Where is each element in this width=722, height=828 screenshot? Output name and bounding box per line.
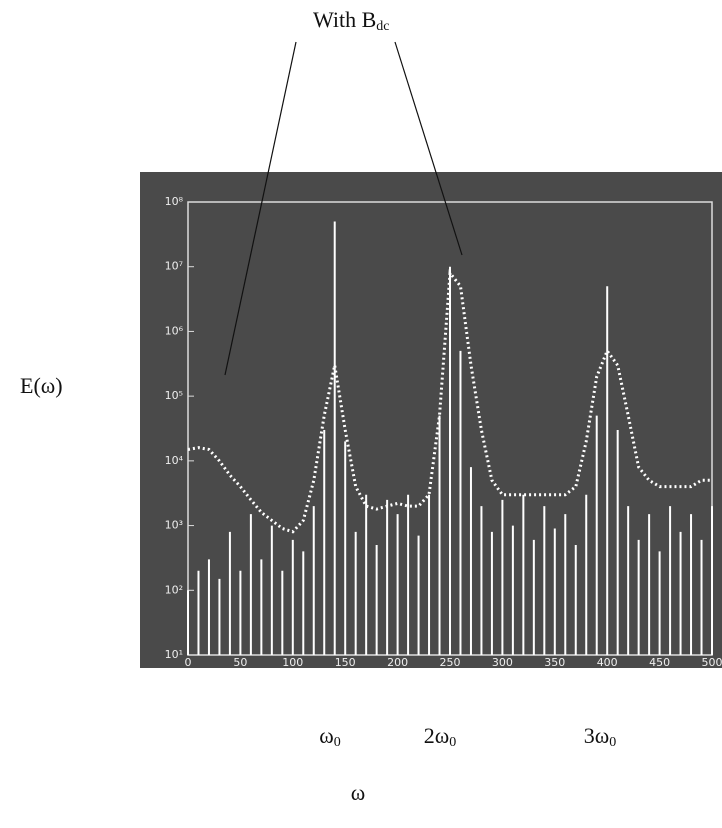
y-tick-label: 10⁸ <box>165 195 184 208</box>
harmonic-label: 2ω0 <box>424 723 456 750</box>
x-tick-label: 300 <box>492 656 513 669</box>
y-tick-label: 10⁴ <box>165 454 184 467</box>
harmonic-text: ω <box>319 723 333 748</box>
harmonic-label: ω0 <box>319 723 340 750</box>
x-tick-label: 50 <box>233 656 247 669</box>
x-axis-label: ω <box>351 780 365 805</box>
y-tick-label: 10⁶ <box>165 324 184 337</box>
x-tick-label: 350 <box>544 656 565 669</box>
annotation-subscript: dc <box>376 19 389 34</box>
x-tick-label: 100 <box>282 656 303 669</box>
x-tick-label: 200 <box>387 656 408 669</box>
harmonic-label: 3ω0 <box>584 723 616 750</box>
y-tick-label: 10⁷ <box>165 260 183 273</box>
x-tick-label: 150 <box>335 656 356 669</box>
y-tick-label: 10¹ <box>165 648 183 661</box>
annotation: With Bdc <box>313 7 390 34</box>
x-tick-label: 250 <box>440 656 461 669</box>
harmonic-subscript: 0 <box>334 735 341 750</box>
harmonic-text: 2ω <box>424 723 449 748</box>
y-tick-label: 10² <box>165 583 183 596</box>
harmonic-subscript: 0 <box>449 735 456 750</box>
harmonic-text: 3ω <box>584 723 609 748</box>
x-tick-label: 500 <box>702 656 722 669</box>
y-axis-label: E(ω) <box>20 373 63 398</box>
y-tick-label: 10³ <box>165 519 183 532</box>
y-tick-label: 10⁵ <box>165 389 183 402</box>
harmonic-subscript: 0 <box>609 735 616 750</box>
x-tick-label: 0 <box>185 656 192 669</box>
plot-background <box>140 172 722 668</box>
x-tick-label: 400 <box>597 656 618 669</box>
x-tick-label: 450 <box>649 656 670 669</box>
annotation-text: With B <box>313 7 376 32</box>
